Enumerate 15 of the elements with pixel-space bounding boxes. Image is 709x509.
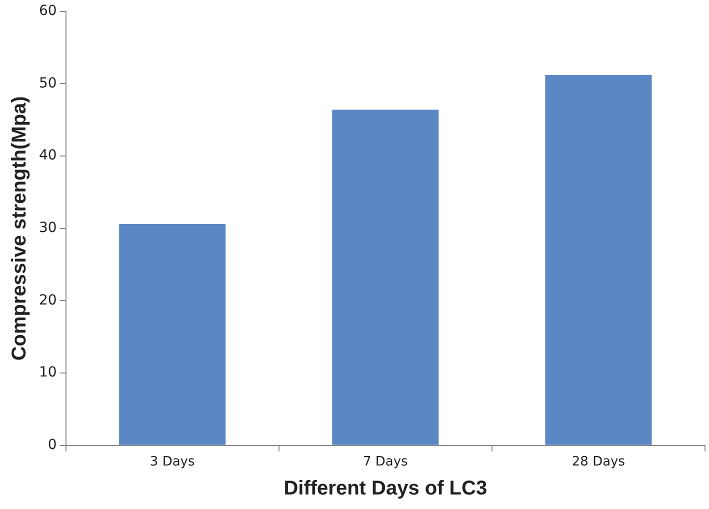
y-tick-label: 50 — [38, 75, 57, 92]
y-tick-label: 40 — [38, 148, 57, 164]
x-tick-label: 7 Days — [362, 454, 408, 470]
bar — [332, 110, 439, 445]
y-tick-label: 60 — [38, 3, 57, 20]
x-tick-label: 3 Days — [150, 454, 195, 470]
y-axis-title: Compressive strength(Mpa) — [8, 96, 31, 361]
y-tick-label: 10 — [38, 364, 57, 381]
bar — [545, 75, 652, 445]
bar — [119, 224, 226, 445]
y-tick-label: 30 — [38, 220, 57, 236]
x-tick-label: 28 Days — [572, 454, 626, 470]
y-tick-label: 20 — [38, 292, 57, 308]
x-axis-title: Different Days of LC3 — [284, 478, 488, 500]
y-tick-label: 0 — [48, 437, 57, 454]
